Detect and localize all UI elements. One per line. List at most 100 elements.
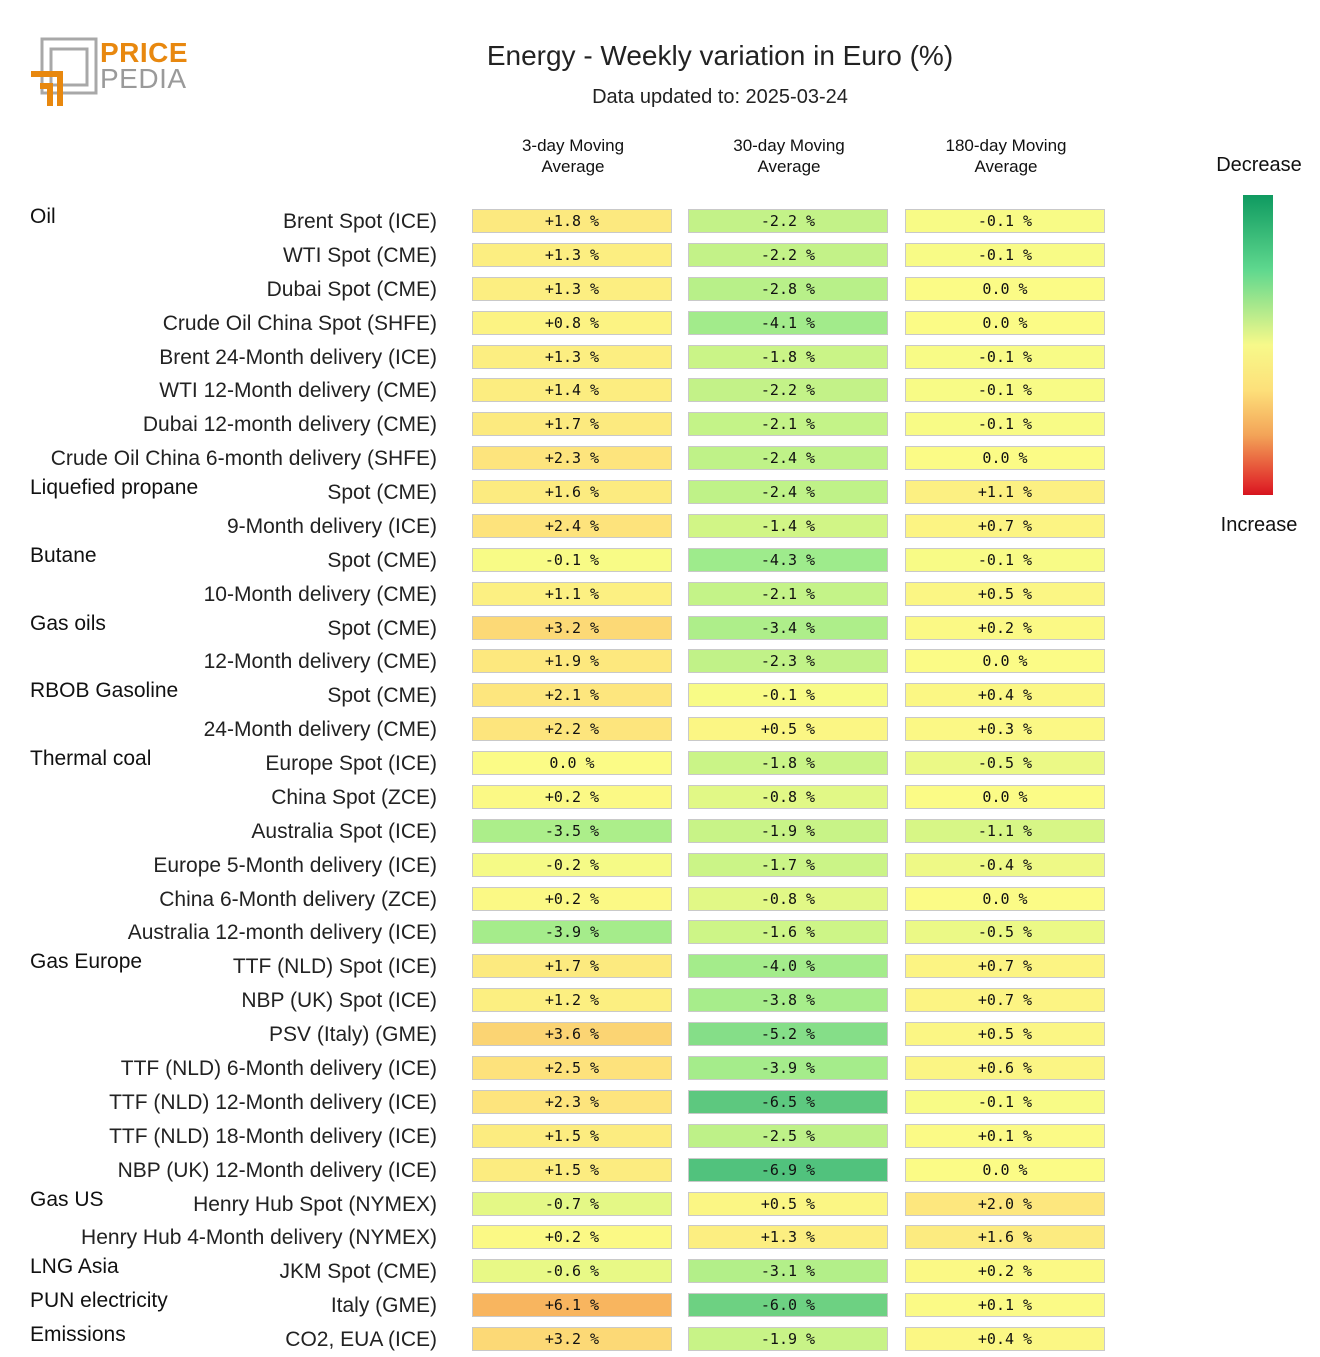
heatmap-cell: +3.2 %	[472, 615, 672, 640]
heatmap-cell: +0.7 %	[905, 513, 1105, 538]
heatmap-cell: +1.3 %	[472, 344, 672, 369]
row-label: Australia 12-month delivery (ICE)	[127, 921, 437, 945]
row-label: Dubai 12-month delivery (CME)	[142, 413, 437, 437]
row-label: WTI 12-Month delivery (CME)	[159, 379, 437, 403]
heatmap-cell: -2.4 %	[688, 480, 888, 505]
heatmap-cell: +1.1 %	[905, 480, 1105, 505]
heatmap-cell: +1.2 %	[472, 988, 672, 1013]
heatmap-cell: +1.7 %	[472, 412, 672, 437]
heatmap-cell: +0.5 %	[905, 1022, 1105, 1047]
heatmap-cell: 0.0 %	[905, 784, 1105, 809]
logo-mark-icon	[31, 37, 98, 106]
heatmap-cell: +0.2 %	[905, 615, 1105, 640]
column-header-3: 180-day Moving Average	[945, 136, 1067, 176]
heatmap-cell: -0.1 %	[905, 209, 1105, 233]
row-label: 24-Month delivery (CME)	[203, 718, 437, 742]
row-label: Spot (CME)	[327, 684, 437, 708]
heatmap-cell: +1.5 %	[472, 1157, 672, 1182]
row-label: China Spot (ZCE)	[271, 785, 437, 809]
row-label: 9-Month delivery (ICE)	[226, 514, 437, 538]
row-label: Brent 24-Month delivery (ICE)	[159, 345, 437, 369]
heatmap-cell: -1.8 %	[688, 751, 888, 776]
heatmap-cell: -0.1 %	[905, 412, 1105, 437]
row-label: PSV (Italy) (GME)	[268, 1023, 437, 1047]
row-label: Henry Hub 4-Month delivery (NYMEX)	[81, 1226, 437, 1250]
row-label: NBP (UK) Spot (ICE)	[241, 989, 437, 1013]
row-label: Dubai Spot (CME)	[266, 277, 437, 301]
heatmap-cell: +0.6 %	[905, 1056, 1105, 1080]
heatmap-cell: +2.2 %	[472, 717, 672, 742]
heatmap-cell: -1.6 %	[688, 920, 888, 945]
heatmap-cell: +1.7 %	[472, 954, 672, 979]
heatmap-cell: -2.2 %	[688, 209, 888, 233]
heatmap-cell: +0.8 %	[472, 310, 672, 335]
group-label: RBOB Gasoline	[30, 679, 179, 703]
heatmap-cell: +0.3 %	[905, 717, 1105, 742]
heatmap-cell: -0.8 %	[688, 784, 888, 809]
heatmap-cell: -1.7 %	[688, 852, 888, 877]
heatmap-cell: -3.1 %	[688, 1259, 888, 1284]
heatmap-cell: +0.7 %	[905, 954, 1105, 979]
row-label: 12-Month delivery (CME)	[203, 650, 437, 674]
heatmap-cell: +1.1 %	[472, 581, 672, 606]
group-label: Gas US	[30, 1187, 104, 1211]
heatmap-cell: +1.3 %	[472, 242, 672, 267]
heatmap-cell: -1.8 %	[688, 344, 888, 369]
heatmap-cell: -0.1 %	[905, 547, 1105, 572]
heatmap-cell: -0.6 %	[472, 1259, 672, 1284]
row-label: TTF (NLD) 6-Month delivery (ICE)	[120, 1057, 437, 1080]
heatmap-cell: -4.1 %	[688, 310, 888, 335]
heatmap-cell: -3.9 %	[688, 1056, 888, 1080]
heatmap-cell: +2.1 %	[472, 683, 672, 708]
heatmap-cell: +3.6 %	[472, 1022, 672, 1047]
heatmap-cell: +2.3 %	[472, 1089, 672, 1114]
pricepedia-logo: PRICE PEDIA	[28, 36, 188, 110]
group-label: PUN electricity	[30, 1289, 168, 1313]
heatmap-cell: 0.0 %	[905, 1157, 1105, 1182]
heatmap-cell: -4.3 %	[688, 547, 888, 572]
heatmap-cell: +0.5 %	[688, 1191, 888, 1216]
heatmap-cell: -0.1 %	[905, 242, 1105, 267]
group-label: Oil	[30, 205, 56, 228]
group-label: Gas Europe	[30, 950, 143, 974]
heatmap-cell: +1.9 %	[472, 649, 672, 674]
heatmap-cell: +0.5 %	[905, 581, 1105, 606]
heatmap-cell: -0.8 %	[688, 886, 888, 911]
heatmap-cell: -0.1 %	[905, 1089, 1105, 1114]
legend-decrease-label: Decrease	[1216, 154, 1302, 176]
heatmap-cell: -6.9 %	[688, 1157, 888, 1182]
heatmap-cell: +1.6 %	[472, 480, 672, 505]
row-label: Spot (CME)	[327, 616, 437, 640]
legend-color-bar	[1243, 195, 1273, 495]
heatmap-cell: -2.5 %	[688, 1123, 888, 1148]
heatmap-cell: -2.4 %	[688, 446, 888, 471]
heatmap-cell: -2.8 %	[688, 276, 888, 301]
row-label: Spot (CME)	[327, 481, 437, 505]
heatmap-cell: 0.0 %	[905, 310, 1105, 335]
row-label: China 6-Month delivery (ZCE)	[159, 887, 437, 911]
heatmap-cell: -1.9 %	[688, 818, 888, 843]
heatmap-cell: +2.3 %	[472, 446, 672, 471]
heatmap-cell: -0.1 %	[905, 344, 1105, 369]
heatmap-cell: +1.4 %	[472, 378, 672, 403]
row-label: TTF (NLD) 18-Month delivery (ICE)	[109, 1124, 437, 1148]
logo-text-pedia: PEDIA	[100, 63, 187, 94]
heatmap-cell: -2.2 %	[688, 378, 888, 403]
column-header-2: 30-day Moving Average	[733, 136, 845, 176]
group-label: LNG Asia	[30, 1255, 119, 1279]
row-label: CO2, EUA (ICE)	[285, 1328, 437, 1352]
heatmap-cell: -5.2 %	[688, 1022, 888, 1047]
heatmap-cell: 0.0 %	[905, 276, 1105, 301]
group-label: Thermal coal	[30, 747, 152, 771]
row-label: Brent Spot (ICE)	[282, 210, 437, 233]
heatmap-cell: -0.2 %	[472, 852, 672, 877]
heatmap-cell: +0.2 %	[472, 886, 672, 911]
heatmap-cell: +0.5 %	[688, 717, 888, 742]
heatmap-cell: -1.1 %	[905, 818, 1105, 843]
heatmap-cell: +2.4 %	[472, 513, 672, 538]
heatmap-cell: +1.8 %	[472, 209, 672, 233]
heatmap-cell: -3.8 %	[688, 988, 888, 1013]
heatmap-cell: -4.0 %	[688, 954, 888, 979]
row-label: Crude Oil China 6-month delivery (SHFE)	[50, 447, 437, 471]
heatmap-cell: +6.1 %	[472, 1293, 672, 1318]
